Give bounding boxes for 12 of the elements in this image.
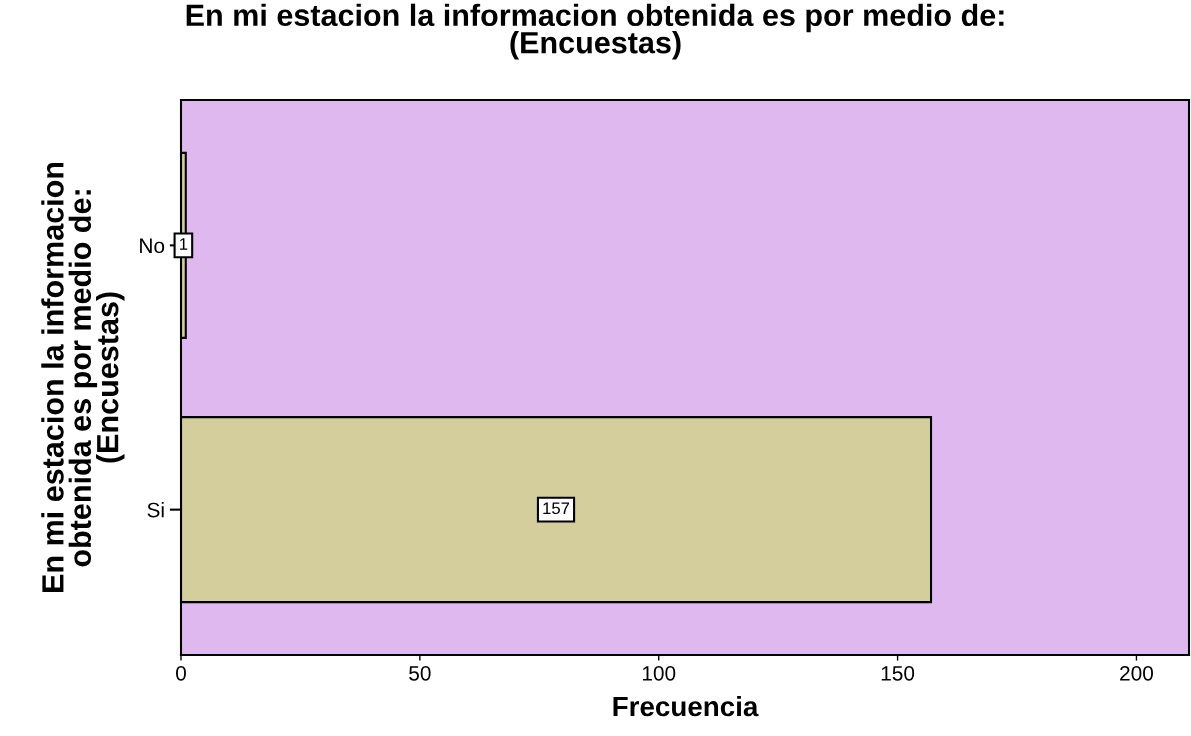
y-axis-title: En mi estacion la informacion obtenida es por medio de: (Encuestas): [41, 162, 125, 592]
x-tick-label: 200: [1120, 665, 1154, 681]
x-tick-label: 0: [176, 665, 186, 681]
chart-title: En mi estacion la informacion obtenida es por medio de: (Encuestas): [186, 3, 1004, 60]
x-tick-label: 50: [409, 665, 431, 681]
data-label: 1: [180, 238, 188, 250]
x-tick-label: 100: [642, 665, 676, 681]
y-tick-label: Si: [147, 502, 164, 518]
x-tick-label: 150: [881, 665, 915, 681]
x-axis-title: Frecuencia: [613, 695, 759, 717]
data-label: 157: [543, 502, 570, 515]
y-tick-label: No: [140, 238, 165, 254]
